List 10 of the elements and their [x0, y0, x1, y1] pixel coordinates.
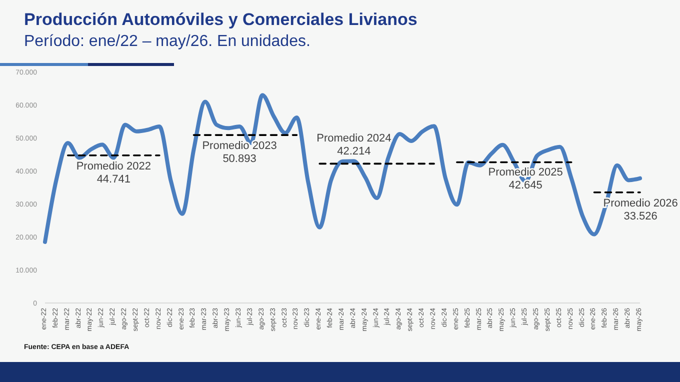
series-label: Promedio 2022	[76, 160, 151, 172]
series-label: Promedio 2024	[316, 132, 392, 145]
data-label: 33.526	[624, 210, 658, 222]
chart-subtitle: Período: ene/22 – may/26. En unidades.	[24, 33, 310, 51]
data-label: 42.645	[508, 179, 542, 192]
data-label: 50.893	[222, 153, 256, 166]
data-label: 42.214	[337, 146, 371, 158]
series-label: Promedio 2023	[202, 140, 277, 152]
data-label: 44.741	[96, 173, 130, 186]
chart-title: Producción Automóviles y Comerciales Livianos	[24, 10, 418, 30]
